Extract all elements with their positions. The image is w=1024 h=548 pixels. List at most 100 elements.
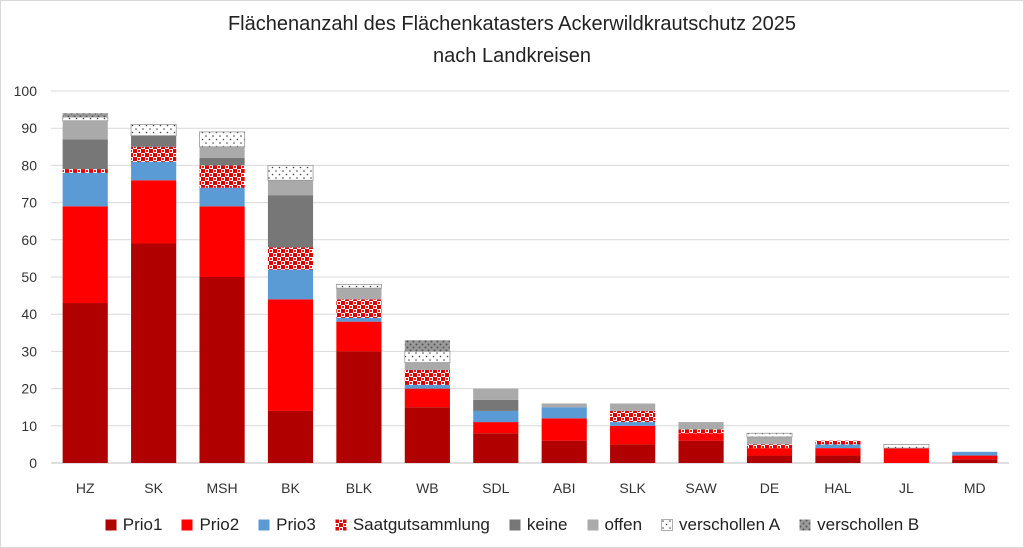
x-tick-label: ABI	[553, 480, 576, 496]
y-tick-label: 40	[21, 306, 37, 322]
y-tick-label: 0	[29, 455, 37, 471]
x-tick-label: MD	[964, 480, 986, 496]
legend-swatch	[661, 519, 673, 531]
bar-segment	[404, 407, 450, 463]
legend-label: Prio2	[199, 515, 240, 534]
bar-segment	[131, 243, 177, 463]
bar-segment	[952, 451, 998, 456]
bar-segment	[130, 124, 177, 137]
legend: Prio1 Prio2 Prio3 Saatgutsammlung keine offen…	[1, 515, 1023, 535]
legend-item: Prio2	[181, 515, 239, 535]
bar-segment	[610, 403, 656, 411]
bar-segment	[336, 288, 382, 300]
bar-segment	[267, 195, 314, 248]
x-tick-label: HZ	[76, 480, 95, 496]
bar-segment	[678, 429, 724, 434]
legend-label: Prio1	[122, 515, 163, 534]
bar-segment	[952, 459, 998, 463]
bar-segment	[473, 388, 519, 400]
bar-segment	[473, 410, 519, 423]
x-tick-label: WB	[416, 480, 439, 496]
bar-segment	[62, 303, 108, 463]
bar-segment	[404, 340, 450, 352]
bar-segment	[815, 455, 861, 463]
x-tick-label: BK	[281, 480, 300, 496]
bar-segment	[473, 433, 519, 463]
y-tick-label: 100	[14, 83, 38, 99]
bar-segment	[199, 206, 245, 277]
bar-segment	[336, 299, 382, 318]
bar-segment	[62, 113, 108, 118]
bar-segment	[336, 317, 382, 322]
bar-segment	[883, 443, 930, 449]
bars	[62, 113, 998, 463]
bar-segment	[883, 448, 929, 463]
bar-segment	[62, 120, 108, 140]
bar-segment	[199, 165, 245, 188]
legend-swatch	[509, 519, 521, 531]
legend-swatch	[335, 519, 347, 531]
x-tick-label: SDL	[482, 480, 509, 496]
x-tick-label: HAL	[824, 480, 851, 496]
x-tick-label: BLK	[346, 480, 373, 496]
bar-segment	[199, 131, 246, 148]
bar-segment	[678, 433, 724, 441]
bar-segment	[815, 448, 861, 456]
bar-segment	[610, 410, 656, 423]
bar-segment	[541, 440, 587, 463]
bar-segment	[404, 362, 450, 370]
bar-segment	[815, 444, 861, 449]
legend-label: Prio3	[276, 515, 316, 534]
y-tick-label: 30	[21, 343, 37, 359]
bar-segment	[62, 206, 108, 304]
bar-segment	[404, 384, 450, 389]
legend-item: verschollen A	[661, 515, 780, 535]
bar-segment	[199, 277, 245, 463]
bar-segment	[336, 321, 382, 352]
bar-segment	[267, 410, 314, 463]
bar-segment	[678, 440, 724, 463]
legend-item: Saatgutsammlung	[335, 515, 490, 535]
bar-segment	[62, 116, 109, 122]
legend-swatch	[587, 519, 599, 531]
bar-segment	[610, 422, 656, 426]
x-tick-label: SLK	[619, 480, 646, 496]
bar-segment	[746, 436, 793, 445]
legend-item: verschollen B	[799, 515, 919, 535]
legend-label: verschollen A	[679, 515, 781, 534]
bar-segment	[678, 422, 724, 430]
x-tick-label: SAW	[685, 480, 717, 496]
legend-item: offen	[587, 515, 642, 535]
bar-segment	[131, 146, 177, 162]
bar-segment	[746, 455, 793, 463]
bar-segment	[336, 351, 382, 463]
x-tick-label: DE	[760, 480, 779, 496]
bar-segment	[267, 247, 314, 270]
y-tick-label: 10	[21, 418, 37, 434]
legend-label: verschollen B	[817, 515, 920, 534]
legend-item: Prio1	[105, 515, 163, 535]
bar-segment	[610, 444, 656, 463]
bar-segment	[815, 440, 861, 445]
bar-segment	[131, 161, 177, 181]
bar-segment	[473, 399, 519, 411]
bar-segment	[62, 172, 108, 207]
y-tick-label: 90	[21, 120, 37, 136]
bar-segment	[335, 284, 382, 289]
y-tick-label: 20	[21, 381, 37, 397]
y-tick-label: 60	[21, 232, 37, 248]
legend-swatch	[799, 519, 811, 531]
y-tick-label: 80	[21, 157, 37, 173]
bar-segment	[131, 180, 177, 244]
legend-label: keine	[526, 515, 568, 534]
bar-segment	[267, 164, 314, 181]
bar-segment	[267, 269, 314, 300]
bar-segment	[404, 370, 450, 385]
bar-segment	[473, 422, 519, 434]
chart-subtitle: nach Landkreisen	[433, 45, 591, 67]
bar-segment	[746, 444, 793, 449]
legend-item: keine	[509, 515, 568, 535]
bar-segment	[62, 169, 108, 173]
